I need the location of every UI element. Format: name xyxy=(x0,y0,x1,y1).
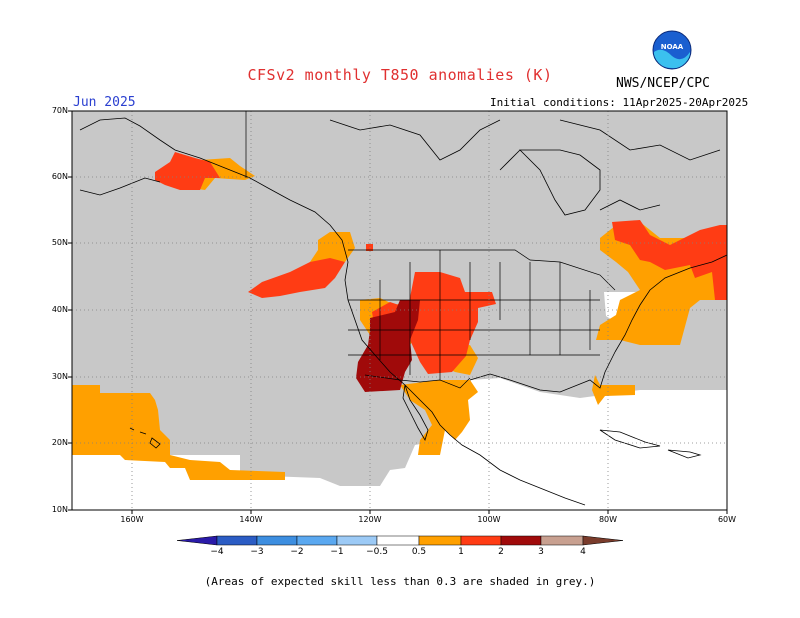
anomaly-red-ne-pacific xyxy=(248,258,345,298)
colorbar-label: 1 xyxy=(458,547,464,557)
axis-ticks xyxy=(68,110,728,514)
anomaly-red-east xyxy=(612,220,727,300)
anomaly-orange-mexico xyxy=(400,380,478,455)
lat-label-10n: 10N xyxy=(51,505,68,514)
lon-label-140w: 140W xyxy=(239,515,263,524)
anomaly-red-alaska xyxy=(155,152,220,190)
anomaly-red-pacific-dot xyxy=(366,244,373,251)
footnote: (Areas of expected skill less than 0.3 a… xyxy=(204,575,596,588)
coastlines xyxy=(79,117,727,506)
lat-label-40n: 40N xyxy=(51,305,68,314)
map-title: CFSv2 monthly T850 anomalies (K) xyxy=(247,66,553,84)
lon-label-60w: 60W xyxy=(717,515,737,524)
anomaly-red-west xyxy=(372,272,496,374)
colorbar-label: −2 xyxy=(290,547,304,557)
colorbar-label: −0.5 xyxy=(366,547,388,557)
initial-conditions: Initial conditions: 11Apr2025-20Apr2025 xyxy=(490,96,749,109)
lon-label-160w: 160W xyxy=(120,515,144,524)
lat-label-70n: 70N xyxy=(51,106,68,115)
logo-text: NOAA xyxy=(661,43,684,51)
noaa-logo-icon: NOAA xyxy=(652,30,692,70)
political-boundaries xyxy=(245,111,616,389)
colorbar-label: −3 xyxy=(250,547,264,557)
anomaly-darkred-southwest xyxy=(356,300,420,392)
lon-label-80w: 80W xyxy=(598,515,618,524)
anomaly-orange-gulf xyxy=(592,375,635,405)
lon-label-120w: 120W xyxy=(358,515,382,524)
colorbar-label: 2 xyxy=(498,547,504,557)
lat-label-50n: 50N xyxy=(51,238,68,247)
org-label: NWS/NCEP/CPC xyxy=(616,76,710,91)
lon-label-100w: 100W xyxy=(477,515,501,524)
lat-label-20n: 20N xyxy=(51,438,68,447)
anomaly-orange-ne-pacific xyxy=(310,232,355,262)
colorbar-label: −1 xyxy=(330,547,344,557)
colorbar-label: 3 xyxy=(538,547,544,557)
colorbar-label: −4 xyxy=(210,547,224,557)
lat-label-30n: 30N xyxy=(51,372,68,381)
anomaly-orange-pacific-sw xyxy=(72,385,285,480)
colorbar-label: 4 xyxy=(580,547,586,557)
colorbar-label: 0.5 xyxy=(411,547,427,557)
lat-label-60n: 60N xyxy=(51,172,68,181)
graticule xyxy=(72,111,727,510)
forecast-month: Jun 2025 xyxy=(73,95,136,110)
